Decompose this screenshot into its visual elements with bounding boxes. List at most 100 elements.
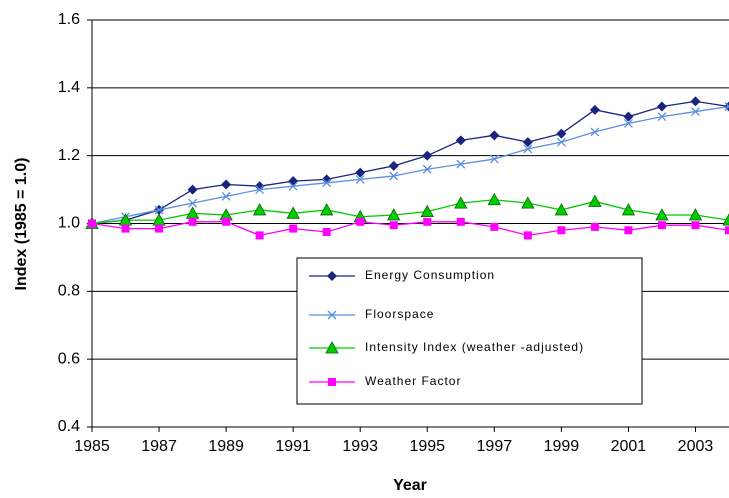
y-axis-label: Index (1985 = 1.0) xyxy=(13,158,30,291)
marker xyxy=(422,164,432,174)
marker xyxy=(154,205,164,215)
marker xyxy=(691,221,700,230)
legend-label: Floorspace xyxy=(365,307,434,321)
marker xyxy=(487,192,501,206)
marker xyxy=(590,222,599,231)
marker xyxy=(423,217,432,226)
marker xyxy=(657,112,667,122)
legend-marker xyxy=(328,378,336,386)
y-tick-label: 0.6 xyxy=(58,350,80,367)
y-tick-label: 1.4 xyxy=(58,79,80,96)
marker xyxy=(691,107,700,117)
x-tick-label: 1989 xyxy=(208,438,244,455)
marker xyxy=(221,179,232,190)
marker xyxy=(420,204,434,218)
marker xyxy=(554,203,569,216)
x-tick-label: 2003 xyxy=(678,438,714,455)
x-tick-label: 1995 xyxy=(409,438,445,455)
series-line xyxy=(91,105,729,225)
marker xyxy=(656,101,667,112)
legend-box xyxy=(296,257,643,405)
marker xyxy=(389,171,399,181)
x-tick-label: 1987 xyxy=(141,438,177,455)
marker xyxy=(490,222,499,231)
marker xyxy=(557,226,566,235)
marker xyxy=(724,102,729,111)
y-tick-label: 1.6 xyxy=(58,11,80,28)
marker xyxy=(155,224,164,233)
legend-marker xyxy=(325,341,339,354)
marker xyxy=(521,196,535,209)
marker xyxy=(252,203,267,216)
marker xyxy=(623,118,633,128)
marker xyxy=(454,196,468,209)
marker xyxy=(222,217,231,226)
marker xyxy=(320,203,334,216)
y-tick-label: 1.2 xyxy=(58,147,80,164)
marker xyxy=(690,96,701,107)
legend-marker xyxy=(327,271,337,281)
x-tick-label: 1985 xyxy=(74,438,110,455)
y-tick-label: 0.8 xyxy=(58,283,80,300)
marker xyxy=(489,130,500,141)
marker xyxy=(289,224,298,233)
marker xyxy=(522,137,533,148)
marker xyxy=(389,221,398,230)
marker xyxy=(322,227,331,236)
marker xyxy=(286,206,300,219)
x-tick-label: 1991 xyxy=(275,438,311,455)
legend-marker xyxy=(327,310,337,320)
marker xyxy=(356,217,365,226)
marker xyxy=(288,176,299,187)
x-tick-label: 1997 xyxy=(477,438,513,455)
marker xyxy=(590,127,600,137)
marker xyxy=(355,174,365,184)
x-axis-label: Year xyxy=(393,477,427,494)
legend-label: Intensity Index (weather -adjusted) xyxy=(365,340,584,354)
marker xyxy=(657,221,666,230)
series-line xyxy=(91,221,729,237)
legend-label: Weather Factor xyxy=(365,374,461,388)
marker xyxy=(422,150,433,161)
marker xyxy=(523,231,532,240)
marker xyxy=(722,213,729,226)
marker xyxy=(455,135,466,146)
x-tick-label: 2001 xyxy=(611,438,647,455)
marker xyxy=(556,128,567,139)
marker xyxy=(624,226,633,235)
marker xyxy=(489,154,499,164)
legend-label: Energy Consumption xyxy=(365,268,495,282)
x-tick-label: 1999 xyxy=(544,438,580,455)
marker xyxy=(588,194,602,207)
marker xyxy=(188,198,198,208)
marker xyxy=(556,137,566,147)
marker xyxy=(121,224,130,233)
marker xyxy=(523,144,533,154)
marker xyxy=(255,231,264,240)
series-line xyxy=(91,100,729,225)
marker xyxy=(387,208,401,221)
marker xyxy=(688,208,703,221)
marker xyxy=(187,184,198,195)
marker xyxy=(621,203,636,216)
marker xyxy=(355,167,366,178)
marker xyxy=(655,208,669,221)
marker xyxy=(88,219,96,228)
marker xyxy=(288,181,298,191)
marker xyxy=(725,226,729,235)
marker xyxy=(388,160,399,171)
marker xyxy=(255,185,265,195)
marker xyxy=(456,217,465,226)
y-tick-label: 0.4 xyxy=(58,418,80,435)
marker xyxy=(322,178,332,188)
series-line xyxy=(91,199,729,225)
marker xyxy=(221,191,231,201)
marker xyxy=(623,111,634,122)
marker xyxy=(188,217,197,226)
marker xyxy=(589,104,600,115)
x-tick-label: 1993 xyxy=(342,438,378,455)
marker xyxy=(185,206,200,219)
marker xyxy=(456,159,466,169)
